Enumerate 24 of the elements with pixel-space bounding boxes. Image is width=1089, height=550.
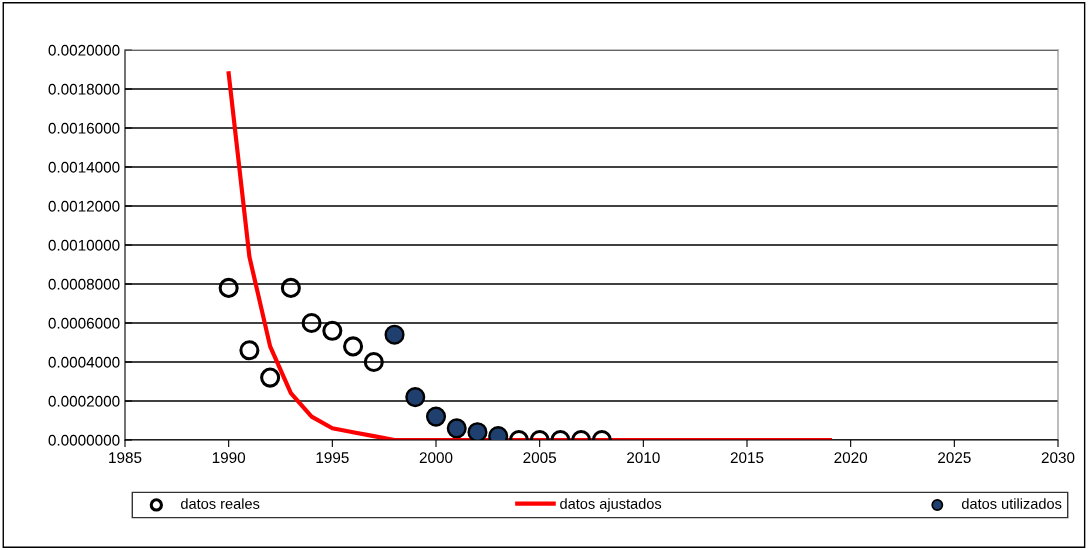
x-tick-label: 2015 — [730, 452, 764, 464]
legend-label: datos reales — [181, 498, 260, 509]
x-tick-label: 2010 — [627, 452, 660, 464]
x-tick-label: 2000 — [419, 452, 453, 464]
y-tick-label: 0.0002000 — [48, 395, 120, 407]
y-tick-label: 0.0018000 — [48, 83, 120, 95]
x-tick-label: 1985 — [109, 452, 142, 464]
y-tick-label: 0.0016000 — [48, 122, 120, 134]
y-tick-label: 0.0000000 — [48, 434, 120, 446]
x-tick-label: 2030 — [1041, 452, 1075, 464]
y-tick-label: 0.0006000 — [48, 317, 120, 329]
legend-label: datos ajustados — [560, 498, 662, 512]
x-tick-label: 2005 — [523, 452, 557, 464]
y-tick-label: 0.0020000 — [48, 44, 120, 56]
y-tick-label: 0.0014000 — [48, 161, 120, 173]
x-tick-label: 1995 — [316, 452, 349, 464]
y-tick-label: 0.0010000 — [48, 239, 120, 251]
legend-label: datos utilizados — [961, 498, 1062, 509]
y-tick-label: 0.0004000 — [48, 356, 120, 368]
x-tick-label: 1990 — [212, 452, 246, 464]
y-tick-label: 0.0012000 — [48, 200, 120, 212]
x-tick-label: 2025 — [938, 452, 971, 464]
y-tick-label: 0.0008000 — [48, 278, 120, 290]
x-tick-label: 2020 — [834, 452, 868, 464]
